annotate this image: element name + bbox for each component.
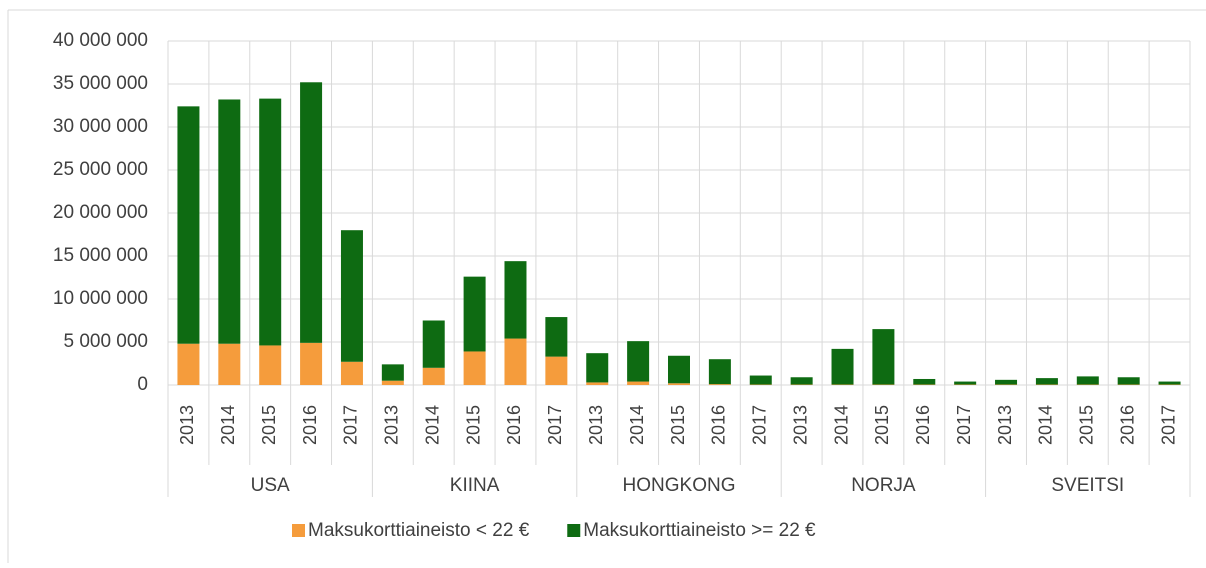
bar-segment bbox=[545, 317, 567, 357]
bar-segment bbox=[300, 82, 322, 343]
bar-segment bbox=[504, 339, 526, 385]
x-tick-label: 2015 bbox=[463, 405, 483, 445]
x-tick-label: 2016 bbox=[300, 405, 320, 445]
bar-segment bbox=[259, 99, 281, 346]
y-tick-label: 0 bbox=[137, 374, 148, 395]
bar-segment bbox=[586, 353, 608, 382]
bar-segment bbox=[382, 364, 404, 380]
y-tick-label: 15 000 000 bbox=[53, 245, 148, 266]
x-tick-label: 2015 bbox=[872, 405, 892, 445]
bar-segment bbox=[709, 359, 731, 384]
bar-segment bbox=[177, 344, 199, 385]
bar-segment bbox=[259, 345, 281, 385]
x-tick-label: 2014 bbox=[422, 405, 442, 445]
bar-segment bbox=[300, 343, 322, 385]
x-tick-label: 2017 bbox=[341, 405, 361, 445]
x-tick-label: 2015 bbox=[668, 405, 688, 445]
x-tick-label: 2017 bbox=[1158, 405, 1178, 445]
group-label: SVEITSI bbox=[1051, 475, 1124, 496]
x-tick-label: 2015 bbox=[259, 405, 279, 445]
bar-segment bbox=[832, 349, 854, 385]
bar-segment bbox=[218, 344, 240, 385]
group-label: NORJA bbox=[851, 475, 916, 496]
bar-segment bbox=[218, 99, 240, 343]
bar-segment bbox=[913, 379, 935, 385]
bar-segment bbox=[177, 106, 199, 343]
bar-segment bbox=[709, 384, 731, 385]
bar-segment bbox=[341, 362, 363, 385]
bar-segment bbox=[464, 351, 486, 385]
bar-segment bbox=[341, 230, 363, 362]
legend-swatch bbox=[567, 524, 580, 537]
group-label: USA bbox=[251, 475, 290, 496]
x-tick-label: 2014 bbox=[1036, 405, 1056, 445]
bar-segment bbox=[382, 381, 404, 385]
bar-segment bbox=[791, 377, 813, 384]
bar-segment bbox=[668, 356, 690, 384]
x-tick-label: 2016 bbox=[709, 405, 729, 445]
x-tick-label: 2016 bbox=[504, 405, 524, 445]
bar-segment bbox=[995, 380, 1017, 385]
bar-segment bbox=[1159, 382, 1181, 385]
bar-segment bbox=[1036, 378, 1058, 384]
bar-segment bbox=[504, 261, 526, 338]
x-tick-label: 2015 bbox=[1077, 405, 1097, 445]
x-tick-label: 2016 bbox=[913, 405, 933, 445]
x-tick-label: 2016 bbox=[1117, 405, 1137, 445]
legend-swatch bbox=[292, 524, 305, 537]
x-tick-label: 2017 bbox=[954, 405, 974, 445]
bar-segment bbox=[464, 277, 486, 352]
y-tick-label: 35 000 000 bbox=[53, 73, 148, 94]
x-tick-label: 2017 bbox=[545, 405, 565, 445]
group-label: HONGKONG bbox=[623, 475, 736, 496]
bar-segment bbox=[668, 383, 690, 385]
y-tick-label: 40 000 000 bbox=[53, 30, 148, 51]
bar-segment bbox=[1077, 376, 1099, 384]
legend-label: Maksukorttiaineisto < 22 € bbox=[308, 520, 530, 541]
x-tick-label: 2013 bbox=[382, 405, 402, 445]
x-tick-label: 2014 bbox=[831, 405, 851, 445]
bar-segment bbox=[1118, 377, 1140, 384]
x-tick-label: 2014 bbox=[627, 405, 647, 445]
y-tick-label: 25 000 000 bbox=[53, 159, 148, 180]
bar-segment bbox=[872, 329, 894, 384]
x-tick-label: 2017 bbox=[750, 405, 770, 445]
bar-segment bbox=[423, 368, 445, 385]
group-label: KIINA bbox=[450, 475, 500, 496]
x-tick-label: 2013 bbox=[586, 405, 606, 445]
bar-segment bbox=[954, 382, 976, 385]
x-tick-label: 2014 bbox=[218, 405, 238, 445]
x-tick-label: 2013 bbox=[790, 405, 810, 445]
x-tick-label: 2013 bbox=[177, 405, 197, 445]
y-tick-label: 20 000 000 bbox=[53, 202, 148, 223]
y-tick-label: 10 000 000 bbox=[53, 288, 148, 309]
bar-segment bbox=[627, 341, 649, 381]
y-tick-label: 30 000 000 bbox=[53, 116, 148, 137]
bar-segment bbox=[750, 376, 772, 385]
legend-label: Maksukorttiaineisto >= 22 € bbox=[583, 520, 816, 541]
bar-segment bbox=[423, 321, 445, 368]
x-tick-label: 2013 bbox=[995, 405, 1015, 445]
bar-segment bbox=[586, 382, 608, 385]
bar-segment bbox=[545, 357, 567, 385]
bar-segment bbox=[627, 382, 649, 385]
y-tick-label: 5 000 000 bbox=[63, 331, 148, 352]
